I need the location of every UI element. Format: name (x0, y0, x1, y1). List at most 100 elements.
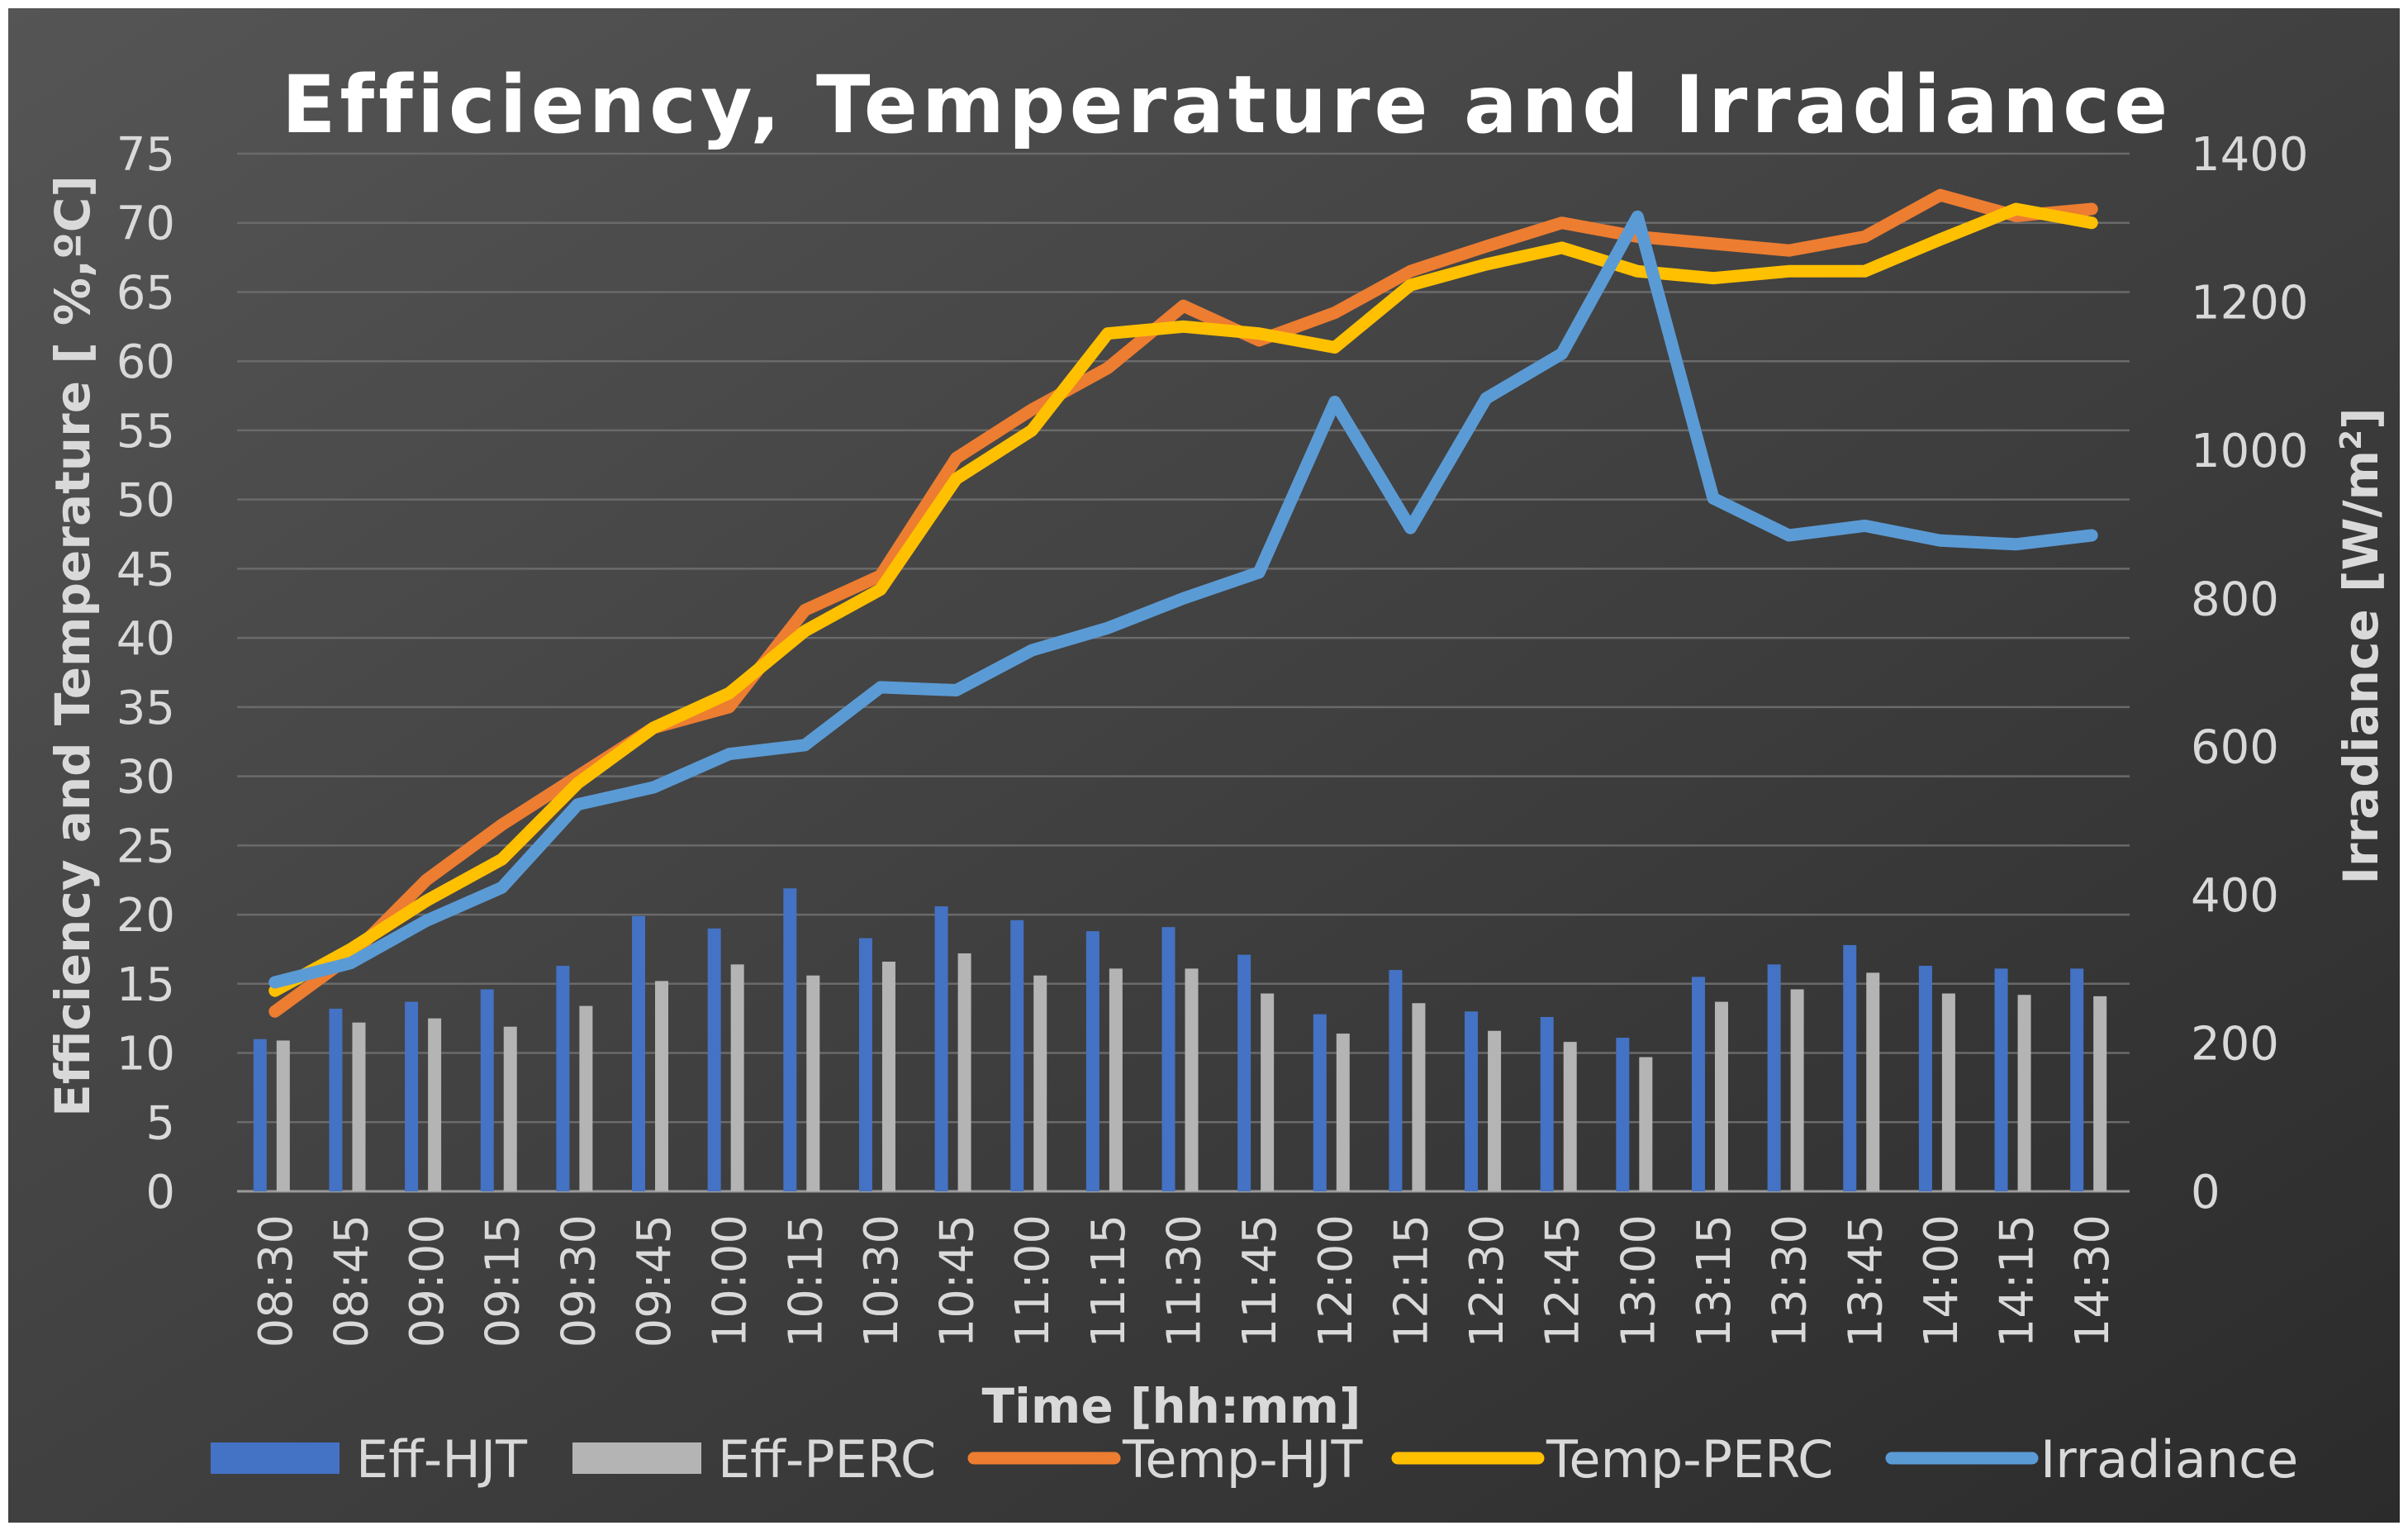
bar-eff-hjt (1465, 1011, 1479, 1191)
bar-eff-perc (881, 962, 895, 1191)
y-left-tick-label: 30 (116, 751, 175, 805)
y-axis-left-title: Efficiency and Temperature [ %,ºC] (45, 175, 101, 1117)
bar-eff-hjt (1616, 1038, 1630, 1191)
x-tick-label: 12:45 (1536, 1214, 1590, 1347)
bar-eff-perc (1714, 1001, 1728, 1191)
chart-background (8, 8, 2400, 1523)
x-tick-label: 14:15 (1991, 1214, 2045, 1347)
bar-eff-hjt (2070, 968, 2084, 1191)
bar-eff-perc (503, 1026, 517, 1191)
legend-label-eff-hjt: Eff-HJT (356, 1429, 528, 1490)
bar-eff-perc (2017, 995, 2031, 1191)
bar-eff-perc (2093, 996, 2107, 1191)
bar-eff-perc (957, 953, 971, 1191)
y-left-tick-label: 25 (116, 820, 175, 873)
x-tick-label: 13:15 (1688, 1214, 1741, 1347)
y-left-tick-label: 10 (116, 1028, 175, 1081)
x-tick-label: 10:00 (704, 1214, 758, 1347)
bar-eff-perc (1336, 1034, 1350, 1191)
y-axis-right-title-main: Irradiance [W/m (2333, 450, 2389, 885)
bar-eff-hjt (1540, 1016, 1554, 1191)
y-right-tick-label: 200 (2191, 1018, 2279, 1072)
y-left-tick-label: 50 (116, 474, 175, 528)
bar-eff-perc (1488, 1030, 1502, 1191)
y-left-tick-label: 20 (116, 889, 175, 943)
x-tick-label: 10:15 (779, 1214, 833, 1347)
x-tick-label: 08:45 (325, 1214, 378, 1347)
legend-label-eff-perc: Eff-PERC (718, 1429, 936, 1490)
x-tick-label: 09:45 (628, 1214, 682, 1347)
bar-eff-perc (1866, 972, 1880, 1191)
bar-eff-perc (1412, 1003, 1426, 1191)
x-tick-label: 13:45 (1839, 1214, 1893, 1347)
bar-eff-hjt (1085, 931, 1100, 1191)
x-tick-label: 14:00 (1915, 1214, 1969, 1347)
legend: Eff-HJT Eff-PERC Temp-HJT Temp-PERC Irradian… (211, 1429, 2298, 1490)
x-tick-label: 11:00 (1006, 1214, 1060, 1347)
x-tick-label: 11:15 (1082, 1214, 1136, 1347)
bar-eff-hjt (253, 1038, 267, 1191)
bar-eff-hjt (1313, 1014, 1327, 1191)
bar-eff-hjt (783, 888, 797, 1191)
bar-eff-hjt (1767, 964, 1781, 1191)
bar-eff-perc (1790, 989, 1804, 1191)
y-left-tick-label: 55 (116, 405, 175, 459)
bar-eff-perc (1109, 968, 1123, 1191)
bar-eff-perc (1941, 993, 1955, 1191)
y-left-tick-label: 40 (116, 612, 175, 666)
bar-eff-hjt (329, 1008, 343, 1191)
bar-eff-hjt (1691, 977, 1705, 1191)
y-right-tick-label: 1000 (2191, 425, 2309, 478)
bar-eff-perc (730, 964, 744, 1191)
x-tick-label: 12:30 (1460, 1214, 1514, 1347)
bar-eff-perc (428, 1018, 442, 1191)
y-axis-right-title-sup: 2 (2334, 430, 2368, 450)
x-tick-label: 14:30 (2066, 1214, 2120, 1347)
y-left-tick-label: 0 (145, 1166, 175, 1219)
y-left-tick-label: 5 (145, 1096, 175, 1150)
y-left-tick-label: 60 (116, 335, 175, 389)
x-tick-label: 09:00 (401, 1214, 454, 1347)
x-tick-label: 12:15 (1384, 1214, 1438, 1347)
bar-eff-perc (579, 1005, 593, 1191)
line-irradiance (268, 210, 2098, 989)
bar-eff-perc (1185, 968, 1199, 1191)
legend-label-temp-perc: Temp-PERC (1546, 1429, 1833, 1490)
x-tick-label: 10:30 (855, 1214, 909, 1347)
bar-eff-hjt (1237, 954, 1251, 1191)
bar-eff-hjt (1918, 966, 1932, 1191)
y-left-tick-label: 45 (116, 543, 175, 596)
y-right-tick-label: 600 (2191, 721, 2279, 775)
bar-eff-hjt (707, 928, 721, 1191)
bar-eff-perc (1033, 975, 1047, 1191)
line-temp-perc (268, 202, 2098, 997)
bar-eff-perc (352, 1022, 366, 1191)
x-tick-label: 11:45 (1233, 1214, 1287, 1347)
y-left-tick-label: 75 (116, 128, 175, 182)
bar-eff-perc (1563, 1042, 1577, 1191)
y-left-tick-label: 70 (116, 197, 175, 251)
x-tick-label: 12:00 (1309, 1214, 1363, 1347)
bar-eff-perc (655, 981, 669, 1191)
line-layer (268, 188, 2098, 1018)
chart-title: Efficiency, Temperature and Irradiance (282, 59, 2172, 151)
bar-layer (253, 888, 2107, 1191)
y-left-tick-label: 65 (116, 266, 175, 320)
bar-eff-perc (806, 975, 820, 1191)
y-right-tick-label: 400 (2191, 869, 2279, 923)
y-left-tick-label: 15 (116, 958, 175, 1012)
x-tick-label: 10:45 (931, 1214, 985, 1347)
x-tick-label: 11:30 (1158, 1214, 1212, 1347)
x-tick-label: 13:30 (1764, 1214, 1817, 1347)
bar-eff-hjt (1010, 920, 1024, 1191)
bar-eff-perc (1261, 993, 1275, 1191)
x-tick-label: 08:30 (249, 1214, 303, 1347)
grid-layer (237, 152, 2130, 1193)
x-tick-label: 09:15 (477, 1214, 530, 1347)
bar-eff-hjt (934, 906, 948, 1191)
x-axis-title: Time [hh:mm] (981, 1378, 1361, 1434)
bar-eff-hjt (1389, 970, 1403, 1191)
y-left-tick-label: 35 (116, 682, 175, 735)
tick-layer: 0 5 10 15 20 25 30 35 40 45 50 55 60 65 70 75 0 200 400 600… (116, 128, 2309, 1347)
